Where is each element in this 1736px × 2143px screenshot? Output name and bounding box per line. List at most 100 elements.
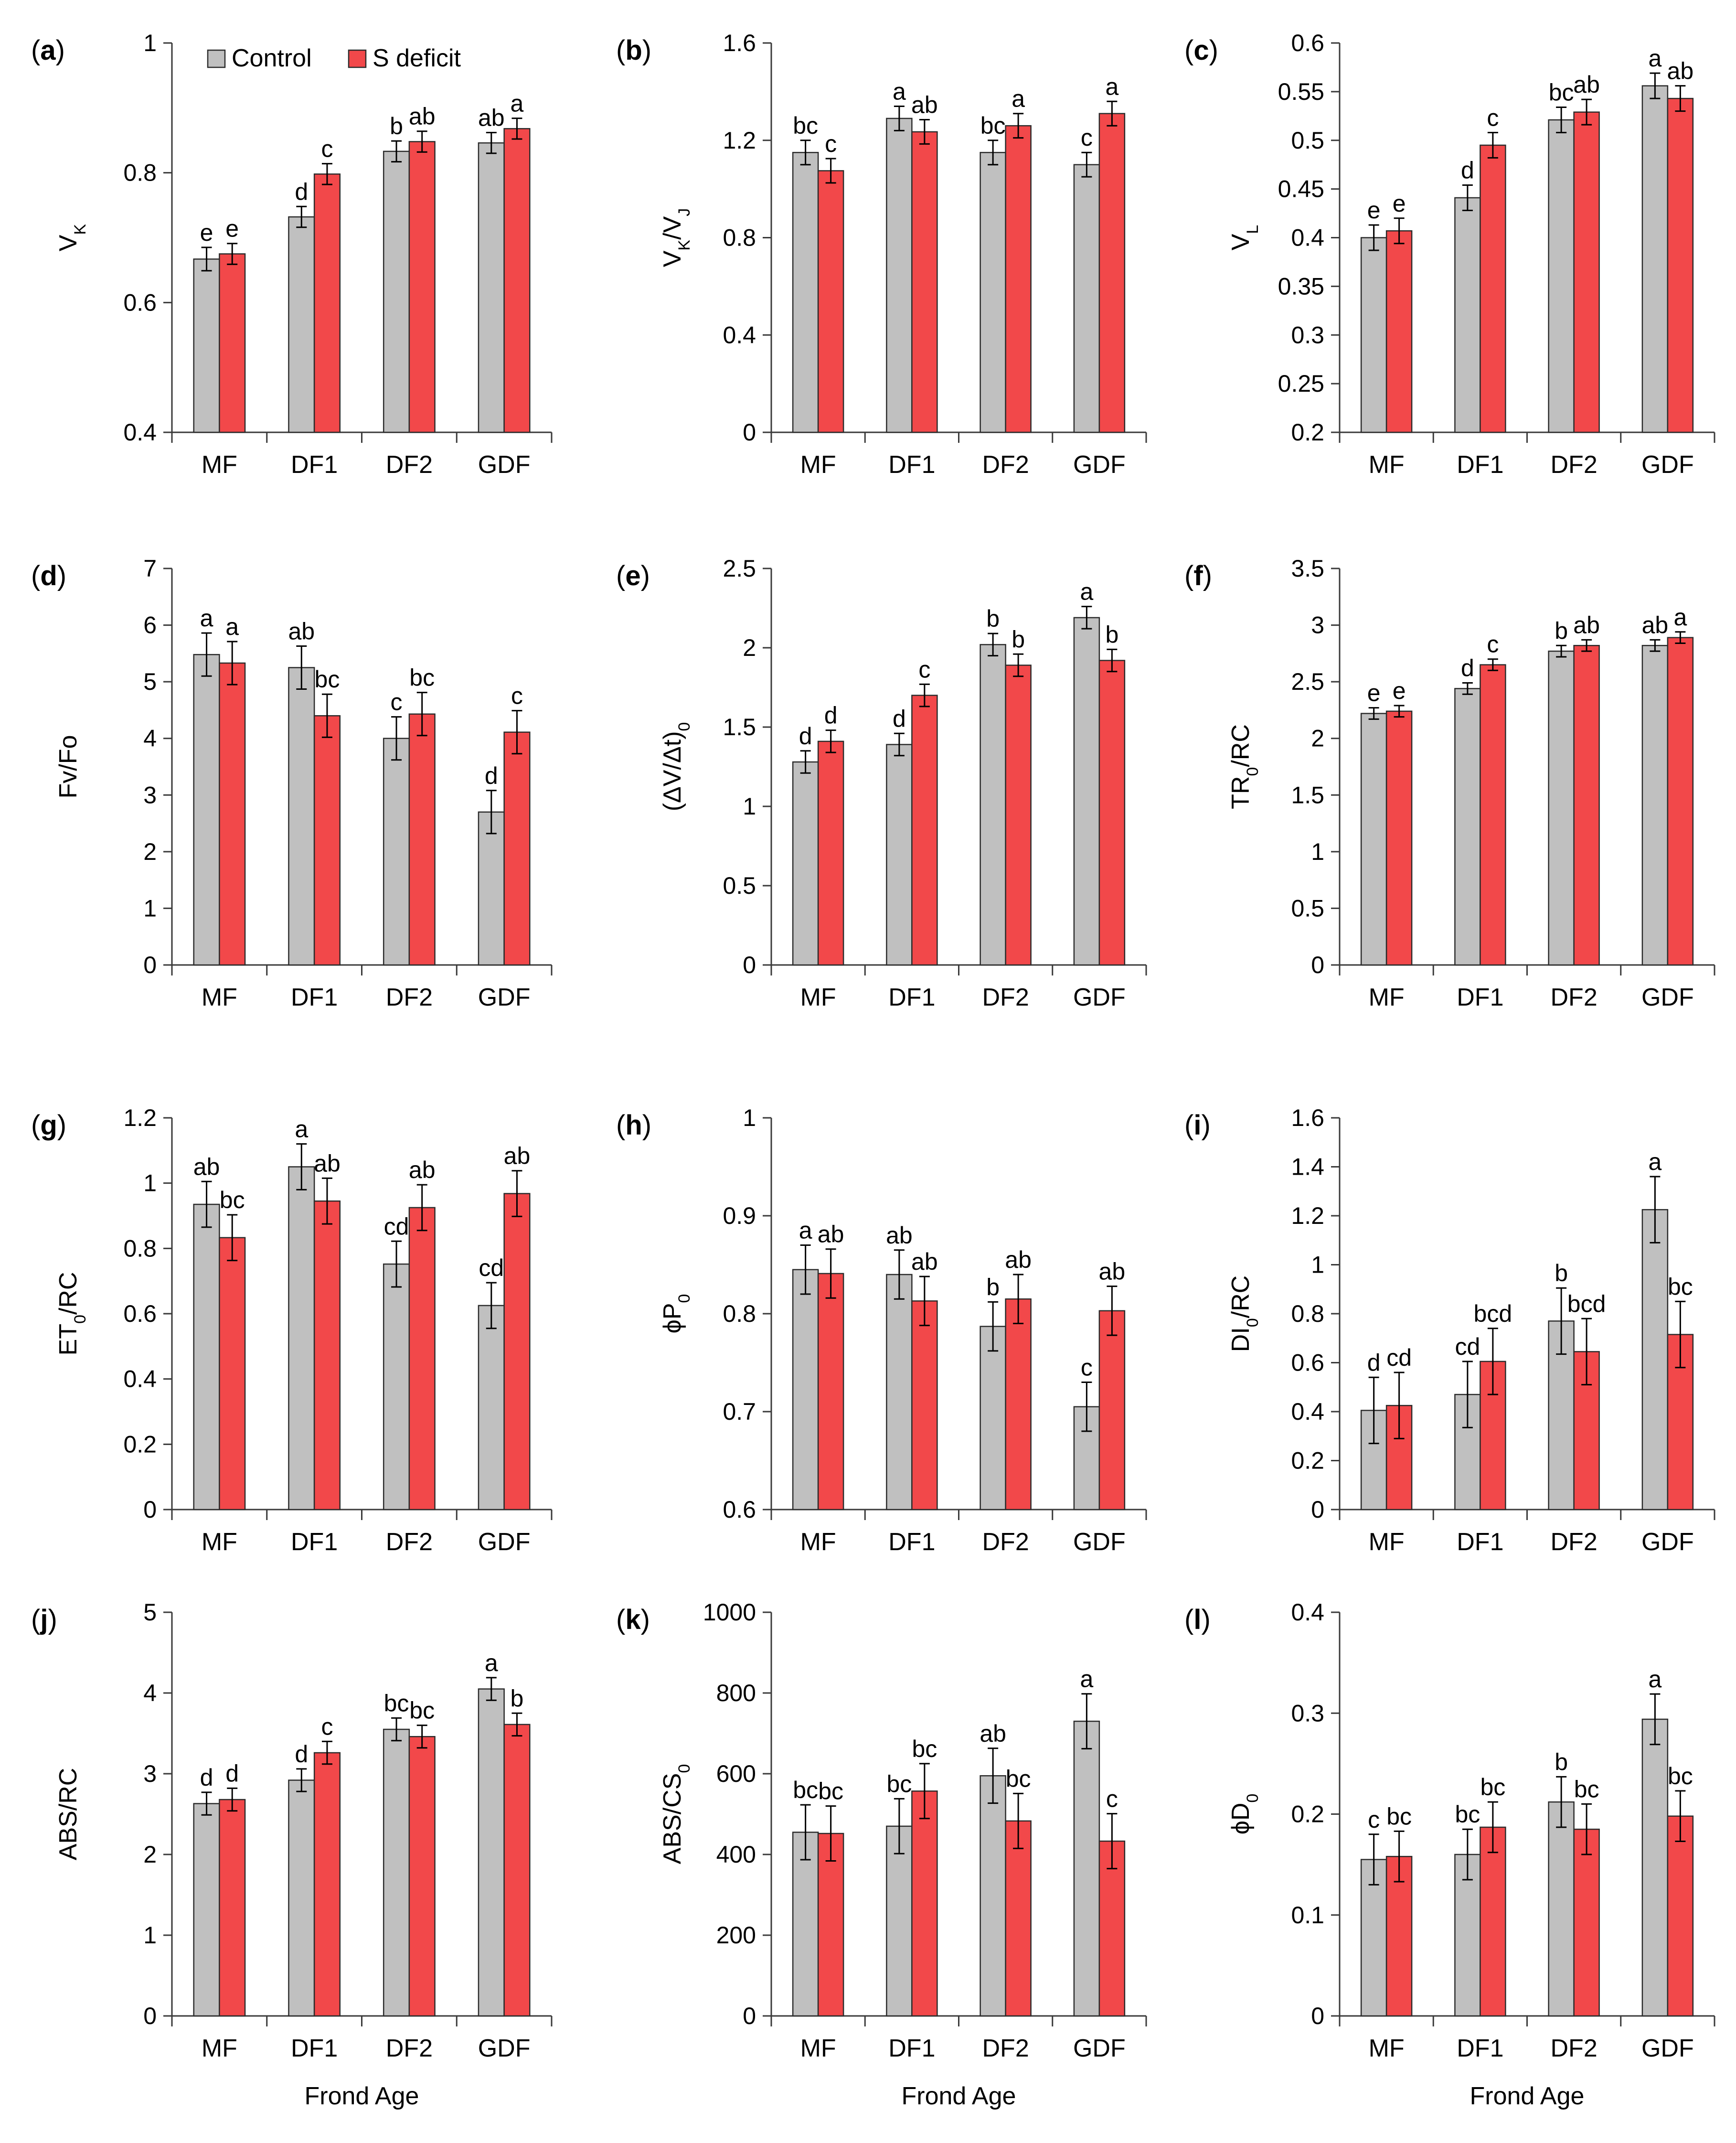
y-tick-label: 2.5 (723, 555, 756, 582)
y-tick-label: 600 (716, 1760, 756, 1787)
panel-paren: ( (1184, 1110, 1193, 1141)
significance-letter: d (295, 1741, 308, 1768)
significance-letter: d (799, 723, 812, 750)
bar-s-deficit (1098, 660, 1126, 966)
legend-swatch-control (207, 49, 226, 68)
significance-letter: cd (384, 1213, 409, 1240)
y-axis-title: VL (1227, 225, 1262, 251)
bar-control (1073, 617, 1100, 966)
panel-paren: ) (642, 35, 651, 66)
significance-letter: d (1461, 157, 1474, 183)
bar-control (886, 118, 913, 433)
x-tick-label: DF1 (291, 451, 338, 479)
significance-letter: c (825, 130, 837, 157)
y-axis-title: (ΔV/Δt)0 (659, 722, 693, 812)
significance-letter: c (1487, 104, 1499, 131)
y-axis-title-part: V (1227, 234, 1255, 250)
y-axis-title-part: Fv/Fo (54, 735, 82, 799)
panel-label: (e) (616, 560, 650, 591)
significance-letter: a (485, 1650, 498, 1676)
bar-control (193, 654, 220, 966)
y-tick-label: 2 (743, 634, 756, 661)
x-tick-label: DF2 (1551, 1528, 1598, 1556)
x-tick-label: GDF (478, 451, 531, 479)
y-tick-label: 1 (143, 895, 157, 921)
x-tick-label: MF (800, 451, 836, 479)
panel-g: (g)00.20.40.60.811.2ET0/RCabbcMFaabDF1cd… (31, 1104, 553, 1556)
bar-s-deficit (503, 128, 531, 433)
legend-label-s-deficit: S deficit (373, 44, 461, 72)
bar-control (193, 1203, 220, 1511)
bar-s-deficit (1098, 113, 1126, 433)
significance-letter: a (295, 1116, 308, 1143)
panel-paren: ) (57, 560, 66, 591)
panel-paren: ) (1203, 560, 1212, 591)
bar-s-deficit (219, 253, 246, 433)
bar-control (383, 738, 410, 966)
x-tick-label: DF1 (888, 2035, 935, 2062)
y-tick-label: 400 (716, 1841, 756, 1868)
significance-letter: a (1012, 86, 1025, 112)
panel-letter: d (40, 560, 57, 591)
y-tick-label: 0.6 (123, 1300, 157, 1327)
bar-s-deficit (1005, 1820, 1032, 2017)
panel-paren: ) (1201, 1110, 1210, 1141)
panel-paren: ( (616, 35, 625, 66)
significance-letter: bc (220, 1187, 245, 1213)
y-axis-title-part: V (54, 235, 82, 251)
bar-control (1641, 85, 1669, 433)
y-axis-title-part: 0 (675, 722, 693, 731)
significance-letter: bc (912, 1736, 937, 1762)
y-axis-title-part: J (675, 208, 693, 216)
y-tick-label: 0.2 (1291, 419, 1324, 446)
bar-s-deficit (911, 695, 938, 966)
x-tick-label: MF (800, 2035, 836, 2062)
bar-s-deficit (313, 715, 341, 966)
bar-s-deficit (911, 131, 938, 433)
significance-letter: ab (1642, 611, 1669, 638)
x-tick-label: GDF (478, 2035, 531, 2062)
bar-s-deficit (911, 1790, 938, 2017)
y-tick-label: 1 (743, 793, 756, 820)
bar-control (1548, 1801, 1575, 2017)
significance-letter: a (1648, 45, 1661, 72)
significance-letter: ab (314, 1150, 341, 1177)
bar-control (478, 142, 505, 433)
bar-control (1454, 1854, 1481, 2017)
significance-letter: bc (409, 1697, 435, 1724)
y-tick-label: 0 (743, 419, 756, 446)
bar-control (980, 1775, 1006, 2017)
x-tick-label: GDF (1073, 984, 1126, 1011)
y-tick-label: 0 (743, 952, 756, 978)
y-tick-label: 6 (143, 612, 157, 639)
bar-s-deficit (817, 1273, 844, 1511)
y-tick-label: 1000 (703, 1599, 756, 1626)
x-tick-label: DF1 (291, 1528, 338, 1556)
y-tick-label: 7 (143, 555, 157, 582)
panel-label: (g) (31, 1110, 66, 1141)
significance-letter: bc (980, 112, 1006, 139)
significance-letter: ab (886, 1222, 913, 1249)
y-axis-title-part: K (675, 240, 693, 251)
significance-letter: b (1105, 621, 1118, 648)
y-tick-label: 3.5 (1291, 555, 1324, 582)
panel-b: (b)00.40.81.21.6VK/VJbccMFaabDF1bcaDF2ca… (616, 30, 1147, 479)
bar-s-deficit (817, 1832, 844, 2017)
panel-paren: ( (31, 560, 40, 591)
significance-letter: b (1012, 626, 1025, 653)
panel-paren: ) (1209, 35, 1218, 66)
panel-paren: ) (57, 1110, 66, 1141)
bar-s-deficit (1005, 664, 1032, 966)
bar-control (980, 151, 1006, 433)
bar-control (1548, 650, 1575, 966)
bar-control (1641, 1209, 1669, 1511)
x-tick-label: MF (1369, 451, 1405, 479)
bar-s-deficit (911, 1300, 938, 1511)
x-tick-label: MF (202, 984, 237, 1011)
y-tick-label: 1.4 (1291, 1154, 1324, 1180)
x-tick-label: MF (1369, 984, 1405, 1011)
bar-s-deficit (408, 713, 436, 966)
y-tick-label: 0.2 (123, 1431, 157, 1457)
